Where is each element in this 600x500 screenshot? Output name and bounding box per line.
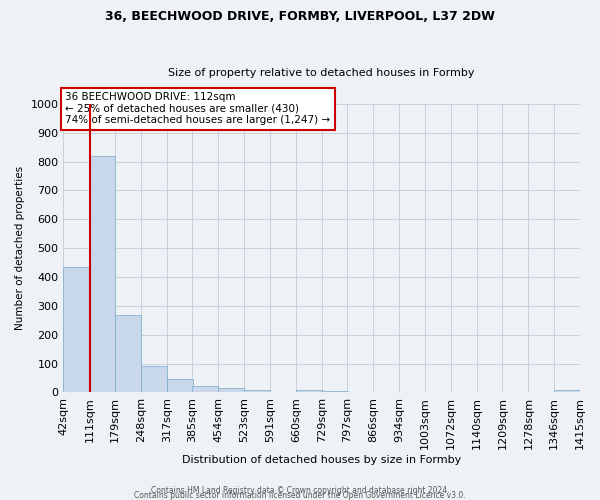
Text: 36, BEECHWOOD DRIVE, FORMBY, LIVERPOOL, L37 2DW: 36, BEECHWOOD DRIVE, FORMBY, LIVERPOOL, … xyxy=(105,10,495,23)
Bar xyxy=(218,388,244,392)
Bar xyxy=(244,390,271,392)
Bar xyxy=(554,390,580,392)
X-axis label: Distribution of detached houses by size in Formby: Distribution of detached houses by size … xyxy=(182,455,461,465)
Bar xyxy=(115,314,141,392)
Title: Size of property relative to detached houses in Formby: Size of property relative to detached ho… xyxy=(169,68,475,78)
Text: Contains HM Land Registry data © Crown copyright and database right 2024.: Contains HM Land Registry data © Crown c… xyxy=(151,486,449,495)
Bar xyxy=(141,366,167,392)
Bar xyxy=(89,156,115,392)
Text: Contains public sector information licensed under the Open Government Licence v3: Contains public sector information licen… xyxy=(134,491,466,500)
Text: 36 BEECHWOOD DRIVE: 112sqm
← 25% of detached houses are smaller (430)
74% of sem: 36 BEECHWOOD DRIVE: 112sqm ← 25% of deta… xyxy=(65,92,331,126)
Bar xyxy=(64,267,89,392)
Bar xyxy=(193,386,218,392)
Bar xyxy=(167,379,193,392)
Y-axis label: Number of detached properties: Number of detached properties xyxy=(15,166,25,330)
Bar xyxy=(296,390,322,392)
